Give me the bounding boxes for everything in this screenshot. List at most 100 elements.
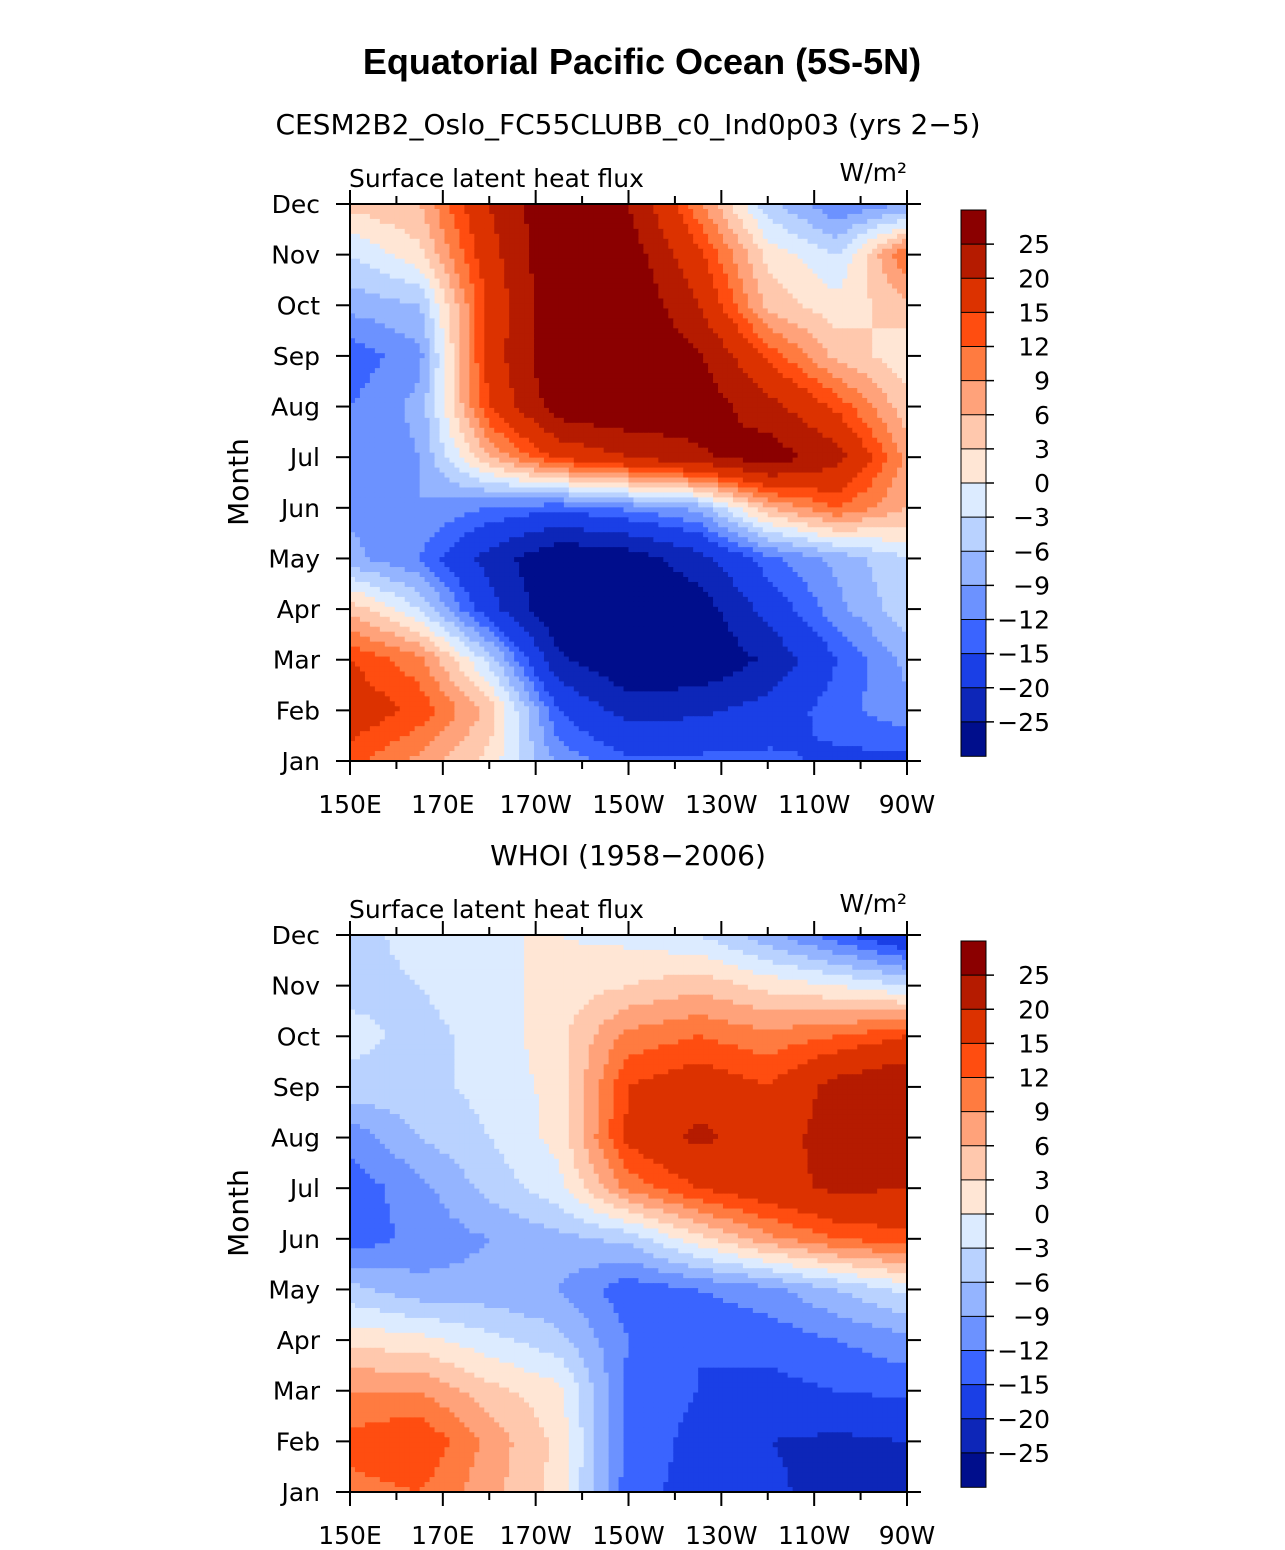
contour-cell — [658, 298, 664, 305]
contour-cell — [583, 283, 590, 290]
contour-cell — [404, 308, 411, 315]
contour-cell — [857, 323, 863, 329]
contour-cell — [897, 378, 903, 384]
contour-cell — [444, 358, 451, 364]
contour-cell — [588, 392, 595, 399]
contour-cell — [648, 213, 654, 220]
contour-cell — [519, 208, 525, 215]
contour-cell — [509, 283, 515, 290]
contour-cell — [817, 308, 824, 315]
contour-cell — [484, 308, 490, 315]
contour-cell — [837, 407, 843, 414]
contour-cell — [703, 407, 709, 414]
contour-cell — [772, 402, 779, 409]
contour-cell — [364, 392, 371, 399]
contour-cell — [543, 308, 550, 315]
contour-cell — [628, 253, 635, 260]
contour-cell — [807, 323, 814, 329]
contour-cell — [698, 383, 704, 389]
contour-cell — [902, 412, 908, 419]
contour-cell — [524, 348, 530, 354]
contour-cell — [618, 412, 625, 419]
contour-cell — [683, 248, 689, 255]
contour-cell — [792, 358, 799, 364]
contour-cell — [708, 208, 714, 215]
contour-cell — [464, 238, 470, 245]
contour-cell — [568, 323, 575, 329]
contour-cell — [812, 243, 819, 250]
contour-cell — [887, 388, 893, 394]
contour-cell — [583, 417, 590, 424]
contour-cell — [469, 308, 475, 315]
contour-cell — [568, 243, 575, 250]
contour-cell — [613, 373, 620, 379]
contour-cell — [454, 348, 461, 354]
contour-cell — [827, 343, 833, 349]
contour-cell — [678, 288, 684, 295]
contour-cell — [514, 338, 520, 344]
contour-cell — [708, 363, 714, 369]
contour-cell — [424, 383, 431, 389]
contour-cell — [449, 383, 456, 389]
contour-cell — [499, 363, 505, 369]
contour-cell — [449, 233, 456, 240]
contour-cell — [827, 204, 833, 210]
contour-cell — [529, 358, 535, 364]
contour-cell — [563, 298, 570, 305]
contour-cell — [678, 228, 684, 235]
contour-cell — [444, 308, 451, 315]
contour-cell — [732, 273, 739, 280]
contour-cell — [404, 278, 411, 285]
contour-cell — [658, 213, 664, 220]
contour-cell — [673, 318, 679, 324]
contour-cell — [742, 213, 749, 220]
contour-cell — [374, 323, 381, 329]
contour-cell — [369, 243, 376, 250]
contour-cell — [658, 223, 664, 230]
contour-cell — [867, 248, 873, 255]
contour-cell — [514, 383, 520, 389]
contour-cell — [608, 273, 615, 280]
contour-cell — [877, 323, 883, 329]
contour-cell — [762, 313, 769, 319]
contour-cell — [563, 258, 570, 265]
contour-cell — [782, 258, 789, 265]
contour-cell — [663, 343, 669, 349]
contour-cell — [479, 323, 485, 329]
contour-cell — [747, 373, 754, 379]
contour-cell — [902, 223, 908, 230]
contour-cell — [757, 208, 764, 215]
contour-cell — [902, 283, 908, 290]
contour-cell — [354, 243, 361, 250]
contour-cell — [409, 383, 416, 389]
contour-cell — [568, 218, 575, 225]
contour-cell — [752, 308, 759, 315]
contour-cell — [524, 228, 530, 235]
contour-cell — [583, 298, 590, 305]
contour-cell — [653, 298, 659, 305]
contour-cell — [578, 422, 585, 429]
contour-cell — [354, 238, 361, 245]
contour-cell — [663, 303, 669, 310]
contour-cell — [792, 383, 799, 389]
contour-cell — [464, 298, 470, 305]
contour-cell — [698, 303, 704, 310]
contour-cell — [762, 402, 769, 409]
contour-cell — [742, 402, 749, 409]
contour-cell — [419, 407, 426, 414]
contour-cell — [474, 353, 480, 359]
contour-cell — [882, 293, 888, 300]
contour-cell — [732, 348, 739, 354]
contour-cell — [867, 383, 873, 389]
contour-cell — [757, 278, 764, 285]
contour-cell — [772, 417, 779, 424]
contour-cell — [389, 273, 396, 280]
contour-cell — [658, 258, 664, 265]
contour-cell — [369, 417, 376, 424]
contour-cell — [359, 338, 366, 344]
contour-cell — [404, 303, 411, 310]
contour-cell — [638, 363, 645, 369]
contour-cell — [727, 278, 734, 285]
contour-cell — [807, 392, 814, 399]
contour-cell — [534, 323, 540, 329]
